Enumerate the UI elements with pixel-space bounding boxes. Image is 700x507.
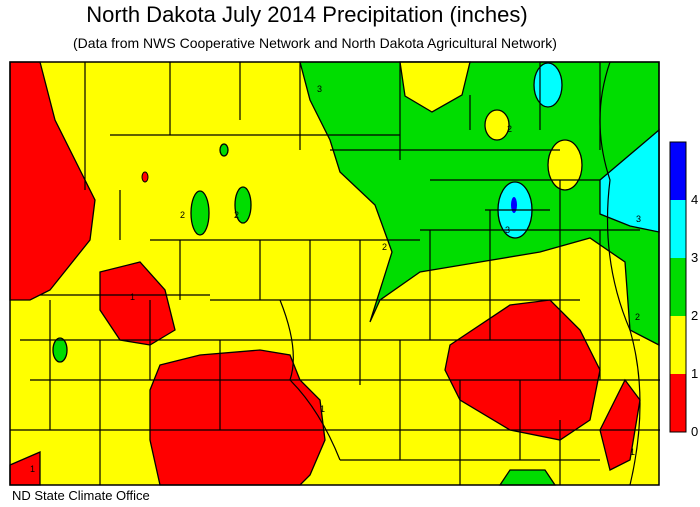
green-area <box>234 186 252 224</box>
red-area <box>99 261 176 346</box>
contour-label: 3 <box>317 84 322 94</box>
green-area <box>299 61 660 347</box>
green-area <box>219 143 229 157</box>
contour-label: 1 <box>30 464 35 474</box>
contour-label: 2 <box>180 210 185 220</box>
subtitle: (Data from NWS Cooperative Network and N… <box>73 35 557 51</box>
map-border <box>9 61 660 486</box>
legend-swatch <box>670 374 686 432</box>
contour-label: 1 <box>630 447 635 457</box>
contour-label: 2 <box>635 312 640 322</box>
legend-label: 0 <box>691 424 698 439</box>
legend-swatch <box>670 316 686 374</box>
legend-border <box>669 141 687 433</box>
yellow-area <box>484 109 510 141</box>
contour-label: 2 <box>507 124 512 134</box>
contour-label: 3 <box>505 225 510 235</box>
county-lines <box>10 61 660 486</box>
blue-area <box>511 197 517 213</box>
contour-label: 2 <box>382 242 387 252</box>
green-area <box>52 337 68 363</box>
legend-label: 1 <box>691 366 698 381</box>
yellow-area <box>547 139 583 191</box>
green-area <box>498 469 557 486</box>
legend-swatch <box>670 142 686 200</box>
legend: 0 1 2 3 4 <box>669 141 698 439</box>
contour-label: 1 <box>320 404 325 414</box>
legend-swatch <box>670 200 686 258</box>
contour-label: 2 <box>234 210 239 220</box>
cyan-area <box>533 62 563 108</box>
green-area <box>190 190 210 236</box>
cyan-area <box>599 128 660 233</box>
contour-label: 3 <box>636 214 641 224</box>
legend-label: 2 <box>691 308 698 323</box>
red-area <box>9 61 96 301</box>
legend-label: 3 <box>691 250 698 265</box>
red-area <box>141 171 149 183</box>
legend-swatch <box>670 258 686 316</box>
map: 3 3 2 2 2 2 1 1 1 1 3 2 <box>9 61 660 486</box>
red-area <box>149 349 326 486</box>
red-area <box>444 299 601 441</box>
title: North Dakota July 2014 Precipitation (in… <box>86 2 527 27</box>
footer: ND State Climate Office <box>12 488 150 503</box>
legend-label: 4 <box>691 192 698 207</box>
contour-label: 1 <box>130 292 135 302</box>
